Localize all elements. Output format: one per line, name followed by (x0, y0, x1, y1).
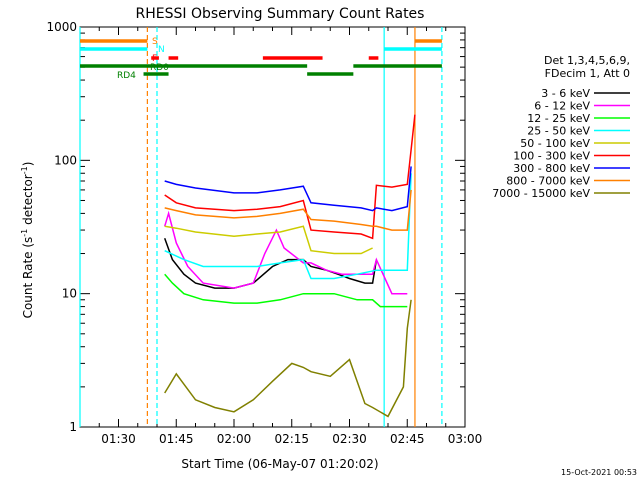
legend-header-line-2: FDecim 1, Att 0 (545, 67, 630, 80)
y-tick-label-1: 1 (69, 420, 77, 434)
series-line-50-100-kev (164, 225, 373, 255)
x-tick-label-03-00: 03:00 (448, 432, 483, 446)
x-tick-label-02-00: 02:00 (217, 432, 252, 446)
series-line-12-25-kev (164, 273, 408, 308)
footer-timestamp: 15-Oct-2021 00:53 (561, 468, 637, 477)
flag-label-night: N (158, 45, 165, 55)
legend-label-6-12-kev: 6 - 12 keV (534, 100, 590, 113)
series-line-100-300-kev (164, 114, 416, 240)
legend-label-12-25-kev: 12 - 25 keV (527, 112, 590, 125)
x-axis-label: Start Time (06-May-07 01:20:02) (181, 457, 378, 471)
series-line-7000-15000-kev (164, 299, 412, 418)
legend-label-7000-15000-kev: 7000 - 15000 keV (492, 187, 590, 200)
legend-label-3-6-kev: 3 - 6 keV (541, 87, 590, 100)
y-tick-label-1000: 1000 (46, 20, 77, 34)
legend-header: Det 1,3,4,5,6,9, FDecim 1, Att 0 (544, 54, 630, 80)
x-tick-label-02-30: 02:30 (332, 432, 367, 446)
y-axis-label-sup-2: -1 (20, 166, 29, 174)
flag-label-rd0: RD0 (150, 63, 169, 73)
flag-label-flare: F (152, 54, 157, 64)
x-tick-label-01-45: 01:45 (159, 432, 194, 446)
chart-title: RHESSI Observing Summary Count Rates (136, 6, 425, 22)
legend-label-25-50-kev: 25 - 50 keV (527, 125, 590, 138)
legend-label-50-100-kev: 50 - 100 keV (520, 137, 590, 150)
series-line-3-6-kev (163, 238, 378, 289)
legend-label-800-7000-kev: 800 - 7000 keV (506, 175, 590, 188)
series-line-25-50-kev (164, 173, 412, 280)
legend-header-line-1: Det 1,3,4,5,6,9, (544, 54, 630, 67)
series-line-6-12-kev (163, 210, 408, 295)
legend-label-100-300-kev: 100 - 300 keV (513, 150, 590, 163)
x-tick-label-02-15: 02:15 (274, 432, 309, 446)
y-tick-label-10: 10 (62, 287, 77, 301)
y-axis-label: Count Rate (s-1 detector-1) (20, 162, 35, 319)
flag-label-rd4: RD4 (117, 71, 136, 81)
series-line-800-7000-kev (164, 189, 412, 231)
flag-label-saa: S (152, 37, 158, 47)
y-axis-label-mid: detector (21, 174, 35, 229)
series-line-300-800-kev (164, 166, 412, 212)
x-tick-label-01-30: 01:30 (101, 432, 136, 446)
legend-label-300-800-kev: 300 - 800 keV (513, 162, 590, 175)
x-tick-label-02-45: 02:45 (390, 432, 425, 446)
y-axis-label-tail: ) (21, 162, 35, 167)
y-axis-label-sup: -1 (20, 229, 29, 237)
y-tick-label-100: 100 (54, 153, 77, 167)
y-axis-label-main: Count Rate (s (21, 237, 35, 319)
plot-layer: 1 10 100 1000 01:30 01:45 02:00 02:15 02:30 02:45… (46, 20, 630, 446)
